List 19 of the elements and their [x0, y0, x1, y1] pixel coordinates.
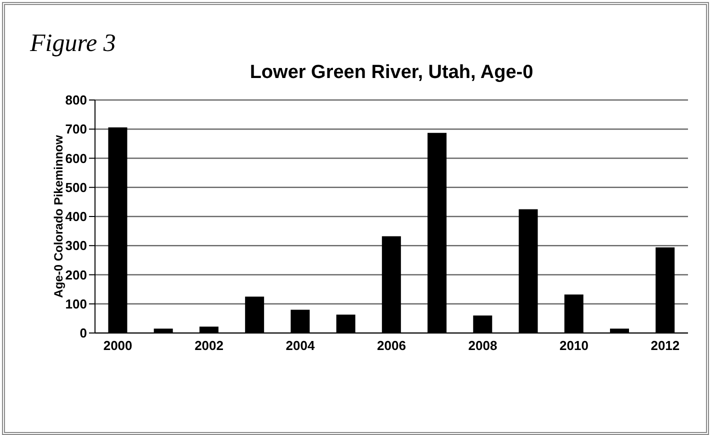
y-tick-label: 600 [65, 150, 87, 166]
x-tick-label: 2012 [650, 338, 680, 354]
y-tick-label: 0 [80, 326, 87, 341]
x-tick-label: 2002 [194, 338, 224, 354]
y-tick-label: 100 [65, 296, 87, 312]
x-tick-label: 2006 [377, 338, 406, 354]
x-tick-label: 2004 [286, 338, 316, 354]
y-tick-label: 200 [65, 267, 87, 282]
caption: Figure 3 [30, 30, 116, 58]
x-tick-label: 2000 [103, 338, 132, 354]
y-tick-label: 300 [65, 238, 87, 254]
y-tick-label: 400 [65, 209, 87, 224]
x-tick-label: 2008 [468, 338, 498, 354]
y-tick-label: 800 [65, 92, 87, 108]
y-axis-title: Age-0 Colorado Pikeminnow [51, 134, 66, 298]
y-tick-label: 700 [65, 122, 87, 137]
x-tick-label: 2010 [560, 338, 588, 354]
y-tick-label: 500 [65, 180, 87, 195]
chart-title: Lower Green River, Utah, Age-0 [248, 62, 534, 84]
